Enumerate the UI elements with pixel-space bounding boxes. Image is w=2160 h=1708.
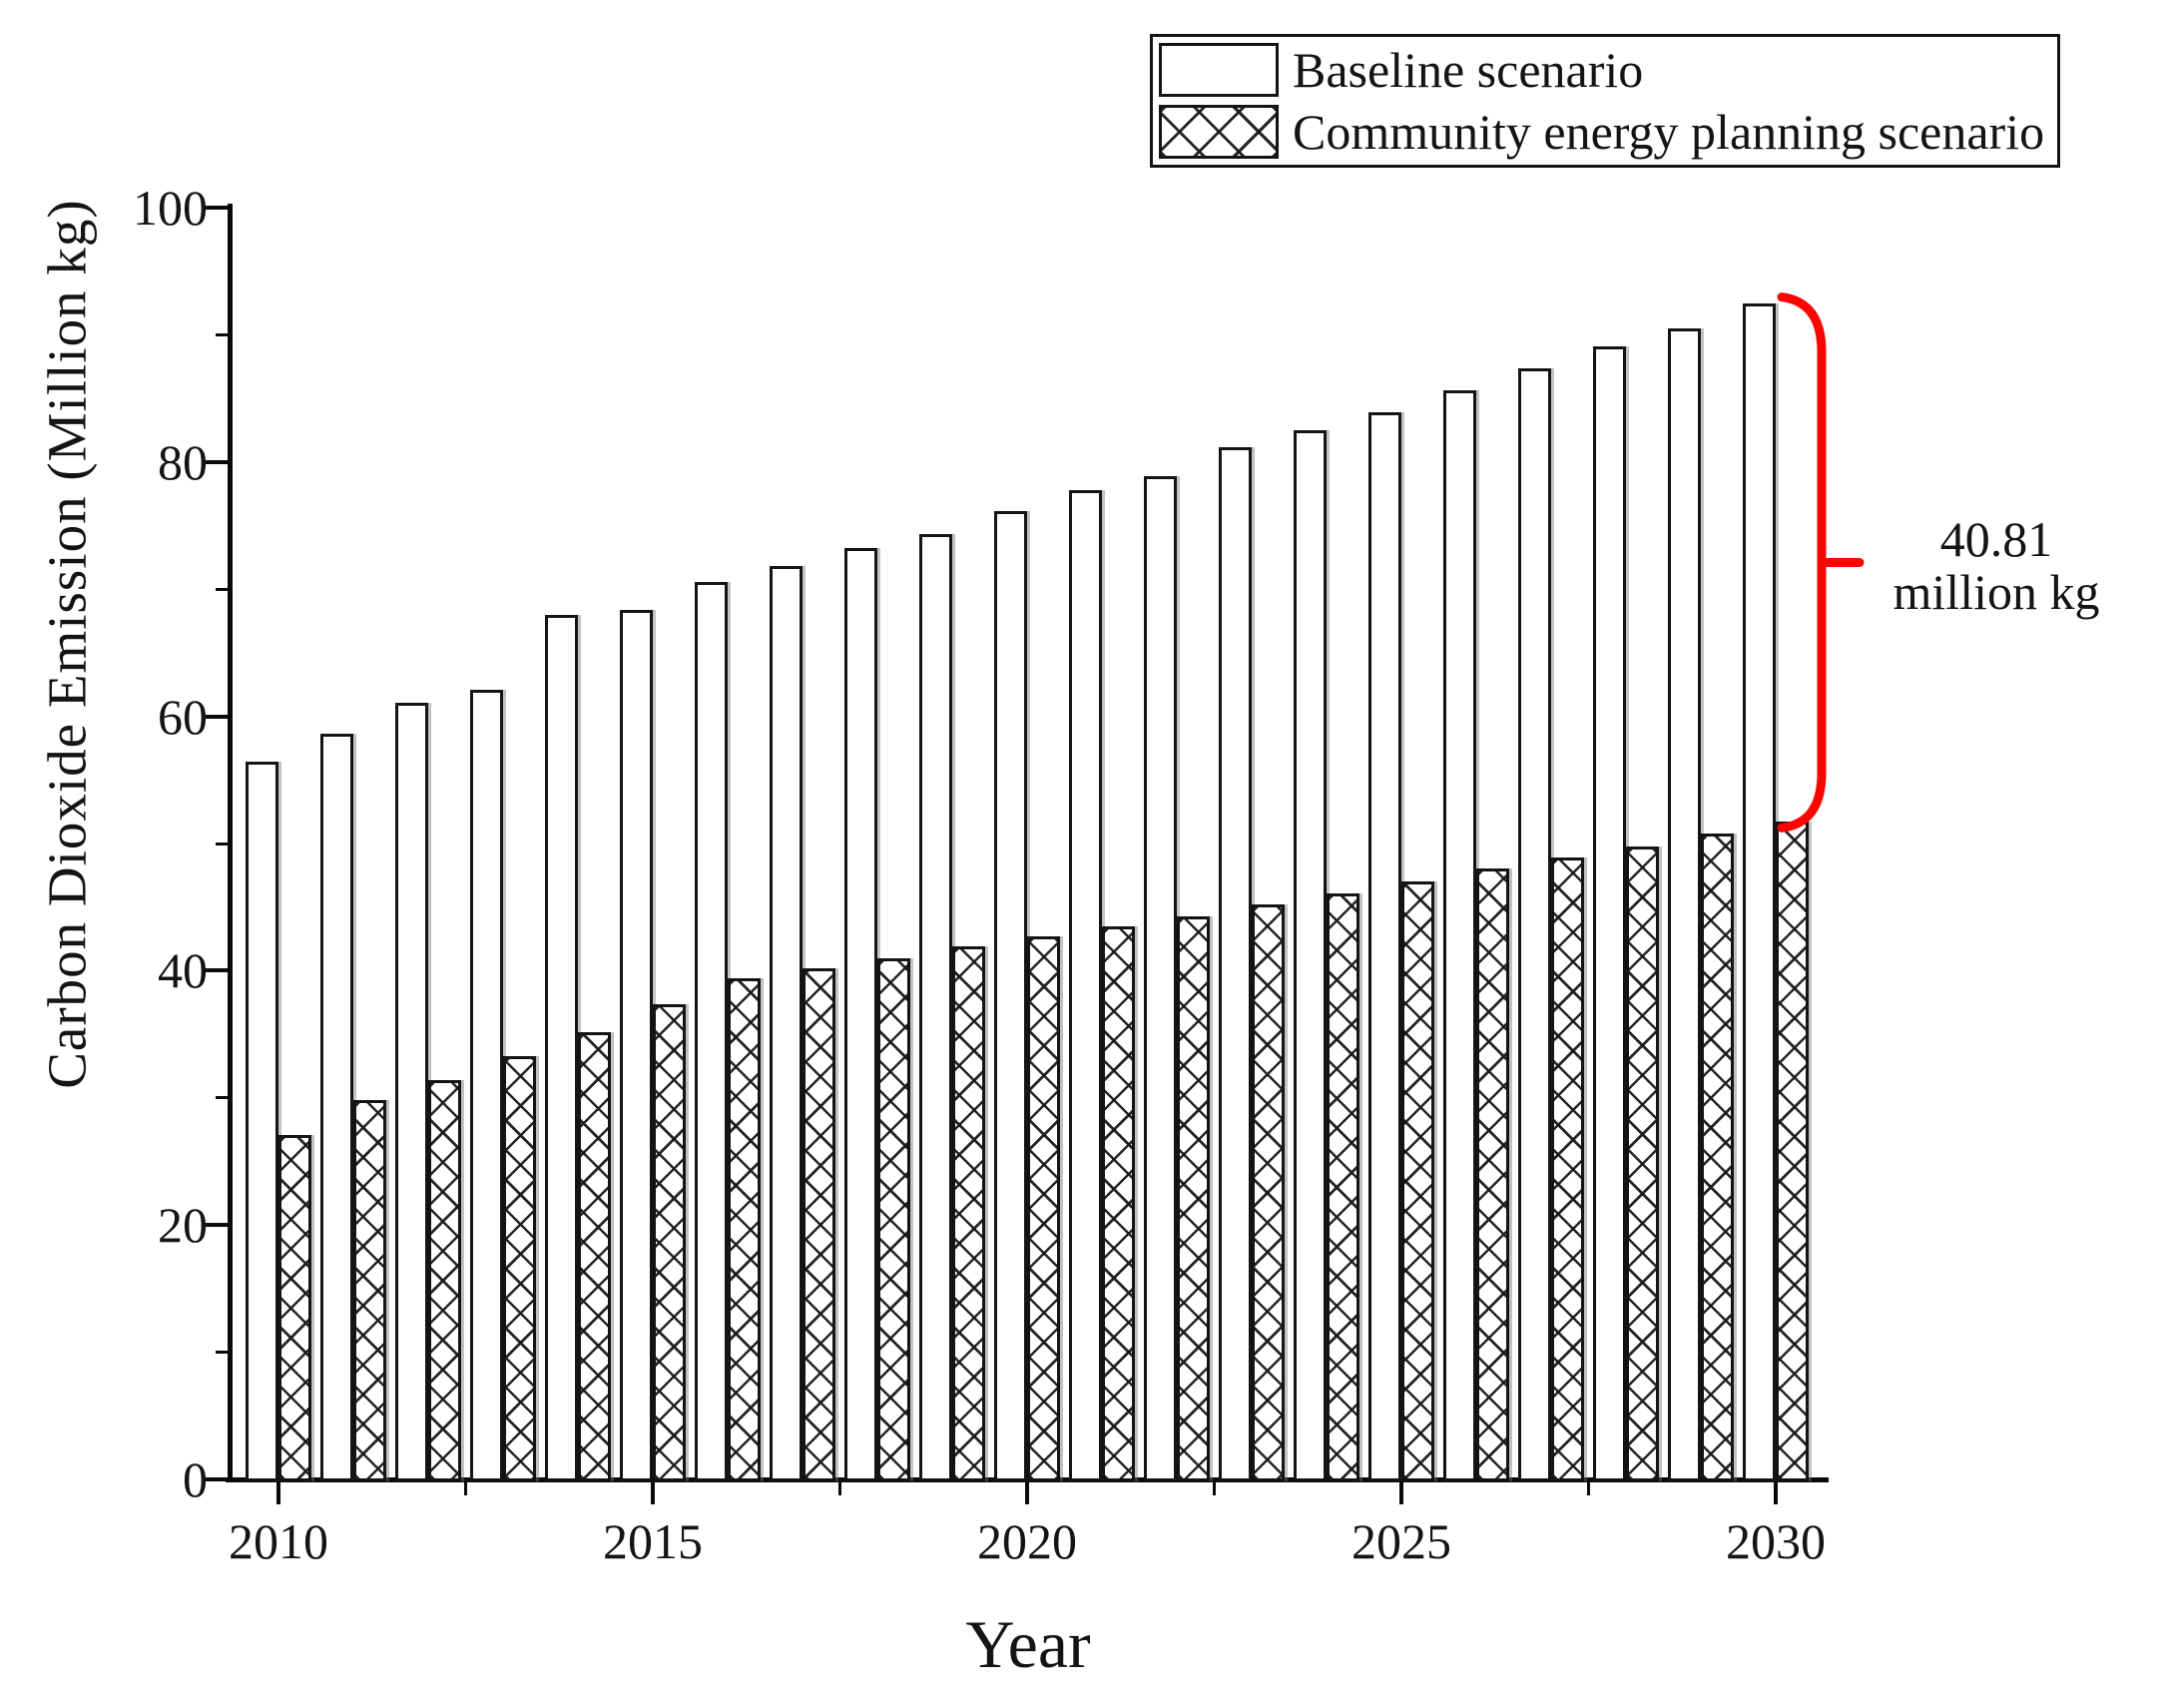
x-minor-tick-2017.5 (838, 1482, 841, 1495)
bar-baseline-2026 (1443, 390, 1476, 1481)
bar-baseline-2018 (844, 548, 877, 1481)
bar-baseline-2029 (1668, 328, 1701, 1481)
bar-community-2016 (728, 978, 761, 1481)
bar-baseline-2011 (320, 734, 353, 1481)
bar-baseline-2027 (1518, 367, 1551, 1481)
bar-baseline-2019 (919, 534, 952, 1481)
bar-baseline-2024 (1294, 429, 1327, 1481)
bar-community-2022 (1177, 915, 1210, 1481)
bar-community-2023 (1252, 904, 1285, 1481)
bar-baseline-2022 (1144, 475, 1177, 1481)
bar-community-2024 (1327, 892, 1359, 1481)
x-major-tick-2020 (1025, 1482, 1029, 1504)
bar-baseline-2014 (545, 614, 578, 1481)
bar-community-2026 (1476, 868, 1509, 1481)
bar-baseline-2021 (1069, 489, 1102, 1481)
legend-label-baseline: Baseline scenario (1293, 41, 1644, 98)
bar-baseline-2030 (1743, 302, 1776, 1481)
bar-community-2010 (278, 1134, 311, 1481)
bar-community-2027 (1551, 857, 1584, 1481)
bar-community-2015 (653, 1003, 686, 1481)
difference-unit: million kg (1892, 564, 2100, 620)
legend-row-community: Community energy planning scenario (1153, 102, 2057, 162)
bar-community-2020 (1027, 936, 1060, 1481)
difference-annotation: 40.81 million kg (1857, 513, 2136, 619)
bar-community-2014 (578, 1031, 611, 1481)
bar-community-2012 (428, 1079, 461, 1481)
bar-baseline-2020 (994, 511, 1027, 1481)
bar-community-2030 (1776, 822, 1809, 1481)
bar-baseline-2012 (395, 702, 428, 1481)
y-tick-label-100: 100 (133, 180, 208, 236)
bar-community-2028 (1626, 846, 1659, 1481)
bar-community-2018 (877, 957, 910, 1481)
bar-baseline-2028 (1593, 345, 1626, 1481)
y-minor-tick-70 (216, 587, 230, 591)
bar-community-2019 (952, 946, 985, 1481)
bar-baseline-2023 (1219, 446, 1252, 1481)
bar-community-2013 (503, 1055, 536, 1481)
x-axis-title: Year (965, 1606, 1091, 1682)
x-minor-tick-2022.5 (1213, 1482, 1216, 1495)
y-minor-tick-90 (216, 332, 230, 336)
y-minor-tick-50 (216, 842, 230, 846)
legend-swatch-baseline (1159, 42, 1279, 97)
bar-baseline-2017 (770, 566, 803, 1481)
x-major-tick-2025 (1399, 1482, 1403, 1504)
y-minor-tick-10 (216, 1351, 230, 1355)
x-major-tick-2015 (651, 1482, 655, 1504)
y-minor-tick-30 (216, 1096, 230, 1100)
y-major-tick-40 (206, 968, 230, 973)
x-minor-tick-2012.5 (464, 1482, 467, 1495)
x-tick-label-2015: 2015 (603, 1513, 703, 1569)
y-tick-label-0: 0 (183, 1451, 208, 1507)
bar-community-2021 (1102, 925, 1135, 1481)
bar-community-2025 (1401, 881, 1434, 1481)
x-tick-label-2020: 2020 (977, 1513, 1077, 1569)
y-axis-title: Carbon Dioxide Emission (Million kg) (36, 199, 98, 1089)
bar-baseline-2010 (246, 762, 278, 1481)
y-axis-line (228, 204, 233, 1482)
bar-community-2017 (803, 967, 835, 1481)
x-tick-label-2030: 2030 (1726, 1513, 1826, 1569)
y-major-tick-60 (206, 714, 230, 719)
bar-baseline-2013 (470, 689, 503, 1481)
y-major-tick-100 (206, 206, 230, 210)
y-tick-label-40: 40 (158, 942, 208, 999)
legend-row-baseline: Baseline scenario (1153, 40, 2057, 100)
x-minor-tick-2027.5 (1587, 1482, 1590, 1495)
bar-baseline-2016 (695, 581, 728, 1481)
y-tick-label-20: 20 (158, 1197, 208, 1254)
bar-community-2029 (1701, 833, 1734, 1481)
y-tick-label-60: 60 (158, 688, 208, 745)
y-major-tick-0 (206, 1477, 230, 1481)
x-major-tick-2010 (276, 1482, 280, 1504)
legend-label-community: Community energy planning scenario (1293, 104, 2045, 161)
legend-swatch-community (1159, 105, 1279, 160)
x-major-tick-2030 (1774, 1482, 1778, 1504)
y-tick-label-80: 80 (158, 433, 208, 490)
bar-baseline-2025 (1368, 412, 1401, 1481)
x-tick-label-2010: 2010 (229, 1513, 328, 1569)
y-major-tick-20 (206, 1223, 230, 1228)
x-tick-label-2025: 2025 (1351, 1513, 1451, 1569)
y-major-tick-80 (206, 459, 230, 464)
difference-value: 40.81 (1939, 511, 2053, 567)
bar-baseline-2015 (620, 609, 653, 1481)
bar-community-2011 (353, 1100, 386, 1481)
legend: Baseline scenario Community energy plann… (1150, 34, 2060, 168)
